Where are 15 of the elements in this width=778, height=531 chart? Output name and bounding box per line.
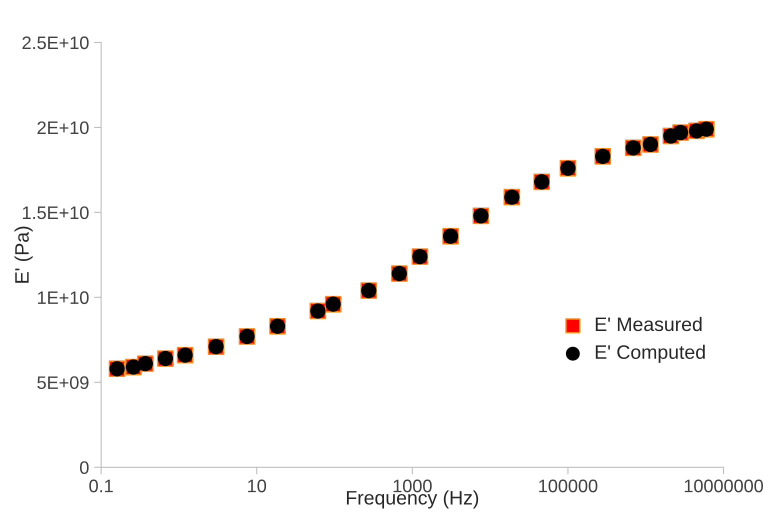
legend-label: E' Measured [596,316,702,332]
x-tick-label: 0.1 [89,480,113,492]
y-tick-label: 1E+10 [38,291,89,304]
y-tick-label: 0 [80,461,89,474]
legend-label: E' Computed [596,344,705,363]
y-tick-label: 2.5E+10 [22,36,89,50]
y-tick-label: 1.5E+10 [22,206,89,220]
y-axis-title: E' (Pa) [14,226,33,283]
x-tick-label: 1000 [394,480,432,492]
y-tick-label: 5E+09 [37,376,88,390]
x-axis-title: Frequency (Hz) [346,490,478,508]
x-tick-label: 100000 [539,480,598,492]
x-tick-label: 10000000 [684,480,764,492]
x-tick-label: 10 [248,480,266,492]
y-tick-label: 2E+10 [38,121,89,134]
